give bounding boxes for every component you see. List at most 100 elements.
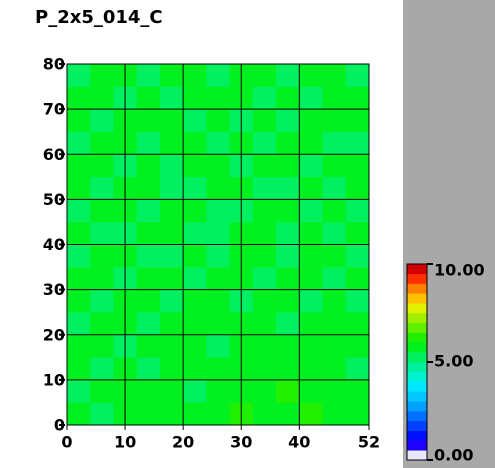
heat-cell xyxy=(90,131,114,155)
heat-cell xyxy=(206,64,230,87)
heat-cell xyxy=(276,312,300,336)
heat-cell xyxy=(252,64,277,87)
heat-cell xyxy=(183,176,207,200)
heat-cell xyxy=(252,379,277,403)
heat-cell xyxy=(206,357,230,381)
colorbar-step xyxy=(407,332,427,343)
heat-cell xyxy=(67,199,91,223)
heat-cell xyxy=(67,244,91,268)
heat-cell xyxy=(206,131,230,155)
colorbar-step xyxy=(407,322,427,333)
heat-cell xyxy=(322,357,347,381)
heat-cell xyxy=(90,379,114,403)
heat-cell xyxy=(67,334,91,358)
heat-cell xyxy=(206,154,230,178)
colorbar-step xyxy=(407,430,427,441)
heat-cell xyxy=(136,86,161,110)
colorbar-step xyxy=(407,362,427,373)
heat-cell xyxy=(299,154,323,178)
heat-cell xyxy=(345,357,370,381)
heat-cell xyxy=(276,357,300,381)
heat-cell xyxy=(299,334,323,358)
heat-cell xyxy=(183,154,207,178)
heat-cell xyxy=(183,199,207,223)
heat-cell xyxy=(345,86,370,110)
heat-cell xyxy=(159,334,184,358)
heat-cell xyxy=(183,221,207,245)
heat-cell xyxy=(206,109,230,132)
heat-cell xyxy=(252,312,277,336)
heat-cell xyxy=(345,199,370,223)
heat-cell xyxy=(345,64,370,87)
heat-cell xyxy=(136,334,161,358)
heat-cell xyxy=(206,334,230,358)
heat-cell xyxy=(90,221,114,245)
heat-cell xyxy=(159,267,184,290)
heat-cell xyxy=(322,334,347,358)
heat-cell xyxy=(67,109,91,132)
heat-cell xyxy=(90,109,114,132)
heat-cell xyxy=(136,267,161,290)
heat-cell xyxy=(67,64,91,87)
heat-cell xyxy=(136,402,161,426)
heat-cell xyxy=(322,64,347,87)
heat-cell xyxy=(345,267,370,290)
heat-cell xyxy=(252,176,277,200)
heat-cell xyxy=(183,244,207,268)
heat-cell xyxy=(322,109,347,132)
x-tick-label: 20 xyxy=(172,433,194,452)
heat-cell xyxy=(276,334,300,358)
y-tick-label: 50 xyxy=(43,190,65,209)
heat-cell xyxy=(299,176,323,200)
heat-cell xyxy=(206,244,230,268)
plot-frame xyxy=(66,63,370,426)
heat-cell xyxy=(159,402,184,426)
heat-cell xyxy=(90,402,114,426)
colorbar-step xyxy=(407,273,427,284)
colorbar-label: 0.00 xyxy=(434,446,473,465)
heat-cell xyxy=(345,379,370,403)
heat-cell xyxy=(299,64,323,87)
heat-cell xyxy=(299,221,323,245)
heat-cell xyxy=(159,86,184,110)
heat-cell xyxy=(90,357,114,381)
heat-cell xyxy=(299,267,323,290)
heat-cell xyxy=(252,402,277,426)
y-tick-label: 70 xyxy=(43,100,65,119)
heat-cell xyxy=(206,379,230,403)
heat-cell xyxy=(136,379,161,403)
heat-cell xyxy=(252,244,277,268)
heat-cell xyxy=(276,64,300,87)
heat-cell xyxy=(159,357,184,381)
heat-cell xyxy=(345,289,370,313)
heat-cell xyxy=(136,357,161,381)
x-tick-label: 10 xyxy=(114,433,136,452)
heat-cell xyxy=(299,379,323,403)
heat-cell xyxy=(299,312,323,336)
heat-cell xyxy=(276,199,300,223)
colorbar-step xyxy=(407,391,427,402)
heat-cell xyxy=(90,289,114,313)
heat-cell xyxy=(252,334,277,358)
heat-cell xyxy=(159,154,184,178)
heat-cell xyxy=(136,131,161,155)
y-tick-label: 80 xyxy=(43,55,65,74)
colorbar-step xyxy=(407,420,427,431)
heat-cell xyxy=(90,244,114,268)
heat-cell xyxy=(90,334,114,358)
heat-cell xyxy=(136,312,161,336)
heat-cell xyxy=(136,154,161,178)
heat-cell xyxy=(299,402,323,426)
y-tick-label: 40 xyxy=(43,235,65,254)
heat-cell xyxy=(252,289,277,313)
heat-cell xyxy=(67,221,91,245)
y-tick-label: 10 xyxy=(43,370,65,389)
heat-cell xyxy=(276,176,300,200)
colorbar-step xyxy=(407,342,427,353)
heat-cell xyxy=(90,64,114,87)
heat-cell xyxy=(90,154,114,178)
heat-cell xyxy=(299,109,323,132)
colorbar-step xyxy=(407,450,427,461)
heat-cell xyxy=(183,64,207,87)
